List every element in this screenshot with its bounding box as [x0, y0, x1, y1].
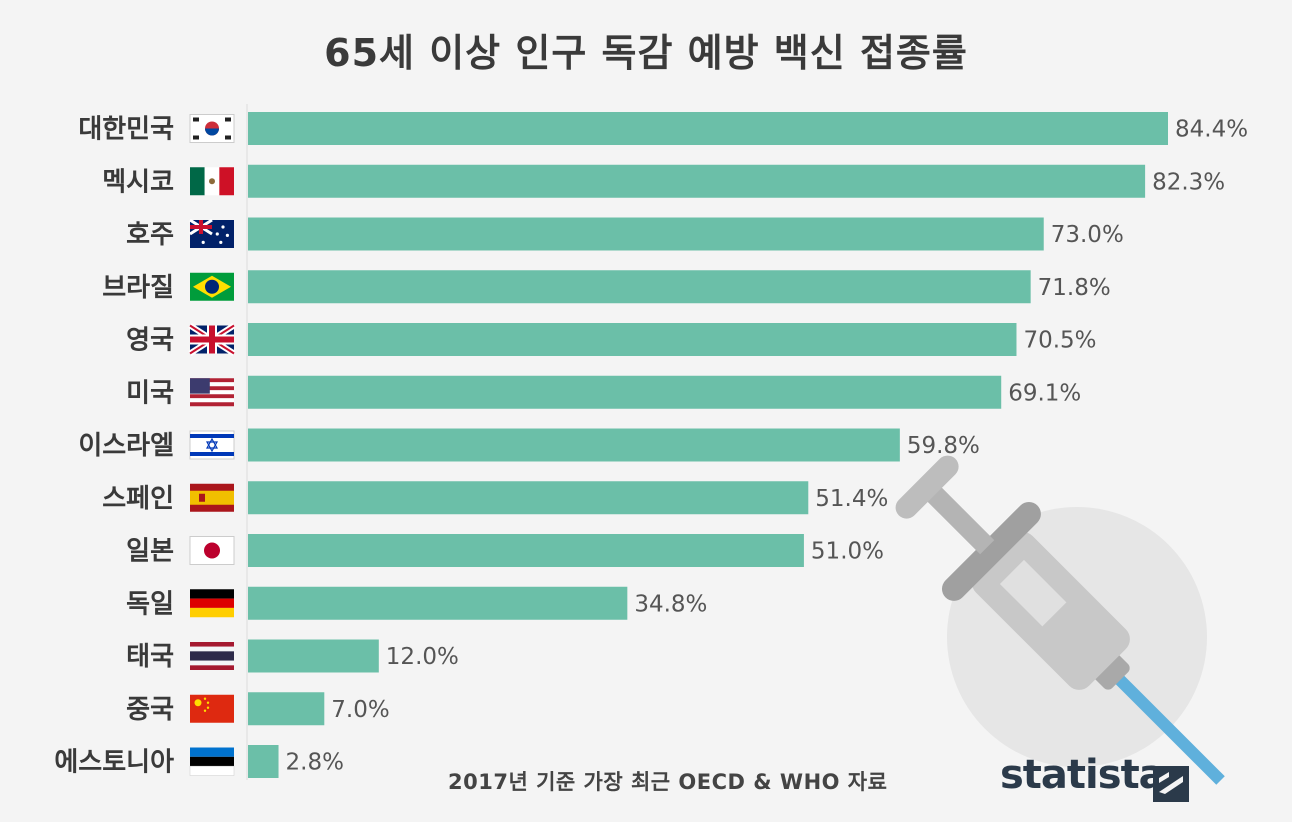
category-label: 스페인 [102, 484, 174, 514]
flag-thailand-icon [190, 642, 234, 670]
category-label: 미국 [126, 378, 174, 408]
bar [248, 217, 1044, 251]
bar [248, 745, 279, 778]
category-label: 중국 [126, 695, 174, 725]
category-label: 태국 [126, 642, 174, 672]
value-label: 51.0% [811, 539, 884, 565]
bar [248, 323, 1017, 356]
category-label: 영국 [126, 326, 174, 356]
category-label: 멕시코 [102, 167, 174, 197]
value-label: 2.8% [286, 750, 344, 776]
flag-estonia-icon [189, 747, 235, 776]
category-label: 브라질 [102, 273, 174, 303]
bar [248, 534, 804, 567]
value-label: 59.8% [907, 433, 980, 459]
flag-south-korea-icon [189, 114, 235, 143]
category-label: 이스라엘 [78, 431, 174, 461]
value-label: 12.0% [386, 644, 459, 670]
value-label: 73.0% [1051, 222, 1124, 248]
flag-israel-icon [189, 430, 235, 460]
flag-united-states-icon [190, 378, 234, 407]
bar [248, 481, 809, 515]
value-label: 51.4% [815, 486, 888, 512]
category-label: 일본 [126, 537, 174, 567]
value-label: 34.8% [634, 591, 707, 617]
flag-spain-icon [190, 483, 234, 512]
flag-australia-icon [189, 218, 234, 248]
bar [248, 112, 1168, 145]
value-label: 71.8% [1038, 275, 1111, 301]
category-label: 대한민국 [78, 115, 174, 145]
flag-united-kingdom-icon [188, 322, 236, 357]
value-label: 7.0% [331, 697, 389, 723]
flag-brazil-icon [190, 272, 234, 301]
value-label: 70.5% [1023, 328, 1096, 354]
flag-japan-icon [189, 536, 235, 565]
statista-logo-icon [1153, 766, 1189, 802]
value-label: 84.4% [1175, 117, 1248, 143]
flag-china-icon [190, 694, 234, 723]
bar [248, 428, 900, 462]
flag-germany-icon [190, 589, 234, 618]
bar [248, 270, 1031, 304]
bar [248, 639, 379, 673]
source-note: 2017년 기준 가장 최근 OECD & WHO 자료 [448, 770, 888, 794]
bar [248, 692, 325, 726]
chart-title: 65세 이상 인구 독감 예방 백신 접종률 [324, 31, 968, 75]
statista-brand[interactable]: statista [1000, 752, 1166, 798]
category-label: 독일 [126, 589, 174, 619]
category-label: 에스토니아 [54, 748, 174, 778]
value-label: 82.3% [1152, 169, 1225, 195]
bar [248, 375, 1002, 409]
value-label: 69.1% [1008, 380, 1081, 406]
syringe-icon [895, 455, 1225, 785]
category-label: 호주 [126, 220, 174, 250]
flag-mexico-icon [190, 167, 234, 196]
bar [248, 586, 628, 620]
bar [248, 164, 1146, 198]
